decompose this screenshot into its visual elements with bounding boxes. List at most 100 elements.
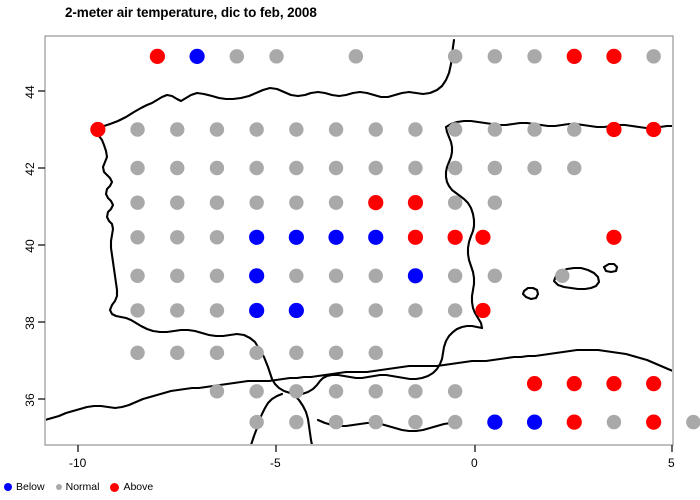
data-point-normal <box>249 160 264 176</box>
data-point-normal <box>447 49 463 64</box>
legend-label-normal: Normal <box>65 481 100 493</box>
y-tick-label: 40 <box>23 239 37 253</box>
data-point-below <box>328 229 344 245</box>
menorca-island-path <box>602 262 619 274</box>
east-coast-path <box>444 125 484 330</box>
data-point-normal <box>447 303 463 318</box>
data-point-normal <box>487 268 503 283</box>
data-point-normal <box>209 122 225 137</box>
data-point-normal <box>567 160 582 176</box>
data-point-normal <box>289 268 304 283</box>
data-point-normal <box>328 268 344 283</box>
data-point-above <box>646 376 662 392</box>
gibraltar-strait-path <box>250 392 284 444</box>
data-point-normal <box>328 345 344 360</box>
x-tick-label: -5 <box>270 456 281 470</box>
data-point-normal <box>527 122 542 137</box>
data-point-normal <box>487 49 503 64</box>
data-point-normal <box>447 122 463 137</box>
data-point-normal <box>408 384 423 399</box>
data-point-below <box>249 302 265 319</box>
data-point-normal <box>447 160 463 176</box>
data-point-normal <box>209 268 225 283</box>
legend-label-above: Above <box>123 481 154 493</box>
data-point-normal <box>170 230 185 245</box>
mallorca-island-path <box>552 266 601 291</box>
data-point-normal <box>447 268 463 283</box>
data-point-normal <box>606 414 622 430</box>
data-point-above <box>368 195 384 211</box>
data-point-above <box>646 121 662 138</box>
ibiza-island-path <box>521 286 540 301</box>
legend: Below Normal Above <box>4 481 164 493</box>
data-point-above <box>566 414 582 430</box>
legend-item-normal: Normal <box>55 481 100 493</box>
data-point-above <box>90 121 106 138</box>
y-tick-label: 44 <box>23 85 37 99</box>
data-point-layer <box>90 48 700 430</box>
data-point-above <box>447 229 463 245</box>
data-point-normal <box>249 414 264 430</box>
data-point-above <box>606 48 622 64</box>
legend-dot-normal-icon <box>55 484 62 490</box>
data-point-normal <box>368 345 383 360</box>
data-point-below <box>487 414 503 430</box>
data-point-normal <box>348 49 364 64</box>
data-point-normal <box>229 49 244 64</box>
data-point-above <box>475 302 491 319</box>
x-tick-label: -10 <box>69 456 87 470</box>
data-point-normal <box>686 414 700 430</box>
legend-dot-above-icon <box>110 482 120 492</box>
data-point-normal <box>130 160 145 176</box>
data-point-normal <box>170 345 185 360</box>
data-point-normal <box>408 122 423 137</box>
data-point-normal <box>130 195 145 210</box>
data-point-above <box>566 48 582 64</box>
legend-item-above: Above <box>110 481 153 493</box>
data-point-normal <box>555 268 570 283</box>
data-point-normal <box>487 195 503 210</box>
data-point-normal <box>567 122 582 137</box>
data-point-normal <box>209 230 225 245</box>
data-point-below <box>189 48 205 64</box>
morocco-inland-path <box>292 393 313 444</box>
data-point-normal <box>209 384 225 399</box>
data-point-normal <box>447 384 463 399</box>
data-point-normal <box>249 122 264 137</box>
axis-ticks <box>38 90 673 452</box>
data-point-normal <box>289 414 304 430</box>
data-point-normal <box>170 195 185 210</box>
data-point-normal <box>527 49 542 64</box>
data-point-normal <box>170 268 185 283</box>
data-point-normal <box>130 122 145 137</box>
data-point-normal <box>289 345 304 360</box>
data-point-normal <box>249 345 264 360</box>
data-point-normal <box>170 160 185 176</box>
north-coast-path <box>95 38 456 133</box>
data-point-normal <box>328 303 344 318</box>
data-point-above <box>606 121 622 138</box>
data-point-normal <box>368 122 383 137</box>
data-point-normal <box>368 268 383 283</box>
data-point-above <box>407 229 424 245</box>
data-point-above <box>475 229 491 245</box>
data-point-normal <box>130 230 145 245</box>
data-point-normal <box>130 345 145 360</box>
data-point-above <box>149 48 165 64</box>
legend-item-below: Below <box>4 481 45 493</box>
data-point-below <box>526 414 543 430</box>
data-point-normal <box>447 414 463 430</box>
data-point-normal <box>447 195 463 210</box>
data-point-normal <box>289 160 304 176</box>
data-point-normal <box>130 303 145 318</box>
data-point-normal <box>328 195 344 210</box>
data-point-normal <box>368 414 383 430</box>
west-south-coast-path <box>95 129 484 396</box>
data-point-normal <box>328 384 344 399</box>
y-tick-label: 42 <box>23 162 37 176</box>
legend-dot-below-icon <box>4 483 12 491</box>
data-point-below <box>288 229 304 245</box>
data-point-normal <box>487 122 503 137</box>
y-tick-label: 36 <box>23 393 37 407</box>
